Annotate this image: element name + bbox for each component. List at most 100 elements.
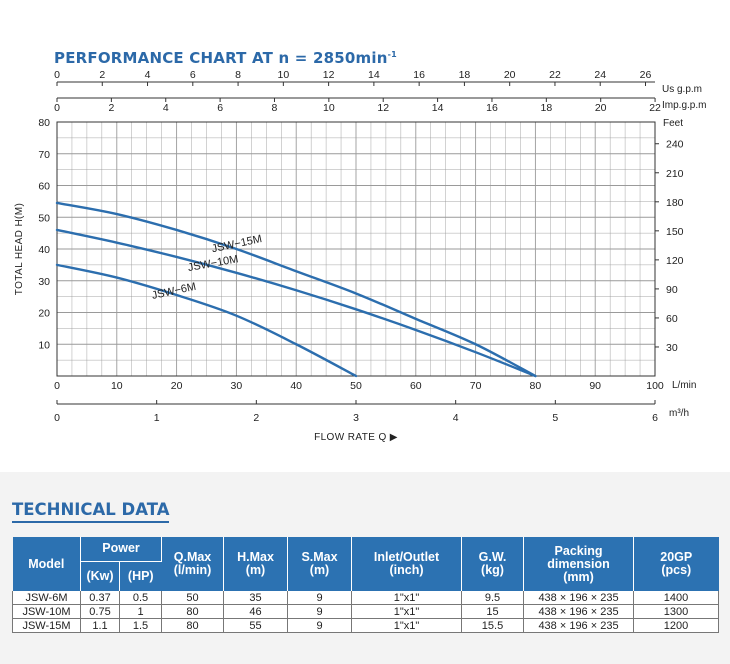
header-gw: G.W. (kg)	[461, 537, 525, 591]
impgpm-tick-label: 2	[108, 102, 114, 114]
m3h-tick-label: 6	[652, 412, 658, 424]
chart-title-text: PERFORMANCE CHART AT n = 2850min	[54, 49, 388, 67]
table-row: JSW-15M 1.1 1.5 80 55 9 1"x1" 15.5 438 ×…	[12, 618, 720, 633]
lmin-tick-label: 100	[646, 380, 664, 392]
cell-hp: 1	[119, 604, 163, 619]
usgpm-tick-label: 26	[640, 69, 652, 81]
m3h-tick-label: 3	[353, 412, 359, 424]
feet-tick-label: 240	[666, 139, 684, 151]
impgpm-tick-label: 22	[649, 102, 661, 114]
impgpm-tick-label: 6	[217, 102, 223, 114]
header-packing-unit: (mm)	[563, 569, 594, 584]
header-qmax: Q.Max (l/min)	[161, 537, 225, 591]
table-row: JSW-6M 0.37 0.5 50 35 9 1"x1" 9.5 438 × …	[12, 591, 720, 605]
cell-hmax: 46	[223, 604, 289, 619]
header-packing-line1: Packing	[554, 543, 603, 558]
lmin-tick-label: 30	[231, 380, 243, 392]
usgpm-tick-label: 8	[235, 69, 241, 81]
usgpm-tick-label: 18	[459, 69, 471, 81]
cell-20gp: 1400	[633, 591, 720, 605]
header-inlet-unit: (inch)	[389, 563, 424, 577]
usgpm-tick-label: 4	[145, 69, 151, 81]
impgpm-tick-label: 0	[54, 102, 60, 114]
header-hmax: H.Max (m)	[223, 537, 289, 591]
axis-lines	[56, 81, 659, 405]
impgpm-tick-label: 16	[486, 102, 498, 114]
lmin-tick-label: 80	[530, 380, 542, 392]
feet-unit-label: Feet	[663, 118, 683, 129]
cell-qmax: 80	[161, 604, 225, 619]
cell-inlet: 1"x1"	[351, 591, 463, 605]
header-qmax-label: Q.Max	[173, 550, 212, 564]
performance-chart: 0 2 4 6 8 10 12 14 16 18 20 22 24 260 2 4 6 8 10 12 14 16 18 20…	[14, 69, 706, 443]
impgpm-tick-label: 20	[595, 102, 607, 114]
usgpm-tick-label: 10	[277, 69, 289, 81]
cell-packing: 438 × 196 × 235	[523, 604, 635, 619]
cell-qmax: 80	[161, 618, 225, 633]
usgpm-tick-label: 6	[190, 69, 196, 81]
tick-labels: 0 2 4 6 8 10 12 14 16 18 20 22 24 260 2 4 6 8 10 12 14 16 18 20…	[38, 69, 683, 424]
impgpm-tick-label: 4	[163, 102, 169, 114]
cell-inlet: 1"x1"	[351, 618, 463, 633]
header-20gp-unit: (pcs)	[661, 563, 692, 577]
lmin-tick-label: 60	[410, 380, 422, 392]
curve-jsw-10m	[55, 228, 537, 378]
feet-tick-label: 180	[666, 197, 684, 209]
header-power: Power	[80, 537, 163, 562]
head-m-tick-label: 10	[38, 339, 50, 351]
m3h-tick-label: 0	[54, 412, 60, 424]
usgpm-tick-label: 16	[413, 69, 425, 81]
head-m-tick-label: 20	[38, 308, 50, 320]
lmin-tick-label: 90	[589, 380, 601, 392]
feet-tick-label: 120	[666, 255, 684, 267]
table-header-row: Model Power Q.Max (l/min) H.Max (m) S.Max(…	[12, 537, 719, 591]
cell-smax: 9	[287, 604, 353, 619]
header-smax-unit: (m)	[309, 563, 330, 577]
header-hp: (HP)	[119, 561, 162, 591]
usgpm-unit-label: Us g.p.m	[662, 84, 702, 95]
header-smax-label: S.Max	[301, 550, 338, 564]
usgpm-tick-label: 22	[549, 69, 561, 81]
y-axis-title: TOTAL HEAD H(M)	[14, 203, 25, 295]
head-m-tick-label: 60	[38, 181, 50, 193]
cell-packing: 438 × 196 × 235	[523, 591, 635, 605]
impgpm-tick-label: 8	[272, 102, 278, 114]
header-gw-unit: (kg)	[481, 563, 504, 577]
usgpm-tick-label: 20	[504, 69, 516, 81]
cell-smax: 9	[287, 618, 353, 633]
lmin-tick-label: 70	[470, 380, 482, 392]
cell-hmax: 55	[223, 618, 289, 633]
feet-tick-label: 90	[666, 284, 678, 296]
lmin-tick-label: 40	[290, 380, 302, 392]
header-packing: Packing dimension (mm)	[523, 537, 635, 591]
cell-20gp: 1300	[633, 604, 720, 619]
header-gw-label: G.W.	[478, 550, 507, 564]
usgpm-tick-label: 24	[594, 69, 606, 81]
m3h-tick-label: 4	[453, 412, 459, 424]
impgpm-tick-label: 12	[377, 102, 389, 114]
cell-model: JSW-15M	[12, 618, 81, 633]
cell-gw: 15	[461, 604, 525, 619]
table-subheader-row: (Kw) (HP)	[13, 561, 719, 591]
usgpm-tick-label: 14	[368, 69, 380, 81]
header-20gp-label: 20GP	[660, 550, 693, 564]
usgpm-tick-label: 2	[99, 69, 105, 81]
feet-tick-label: 30	[666, 342, 678, 354]
impgpm-tick-label: 18	[540, 102, 552, 114]
cell-kw: 0.37	[80, 591, 120, 605]
lmin-tick-label: 0	[54, 380, 60, 392]
usgpm-tick-label: 0	[54, 69, 60, 81]
head-m-tick-label: 80	[38, 117, 50, 129]
technical-data-table: Model Power Q.Max (l/min) H.Max (m) S.Max(…	[12, 537, 720, 633]
lmin-tick-label: 10	[111, 380, 123, 392]
major-grid	[57, 122, 655, 376]
cell-qmax: 50	[161, 591, 225, 605]
lmin-tick-label: 20	[171, 380, 183, 392]
curve-jsw-6m	[55, 263, 358, 378]
cell-kw: 1.1	[80, 618, 120, 633]
cell-hmax: 35	[223, 591, 289, 605]
cell-packing: 438 × 196 × 235	[523, 618, 635, 633]
m3h-tick-label: 5	[552, 412, 558, 424]
m3h-unit-label: m³/h	[669, 408, 689, 419]
cell-model: JSW-10M	[12, 604, 81, 619]
